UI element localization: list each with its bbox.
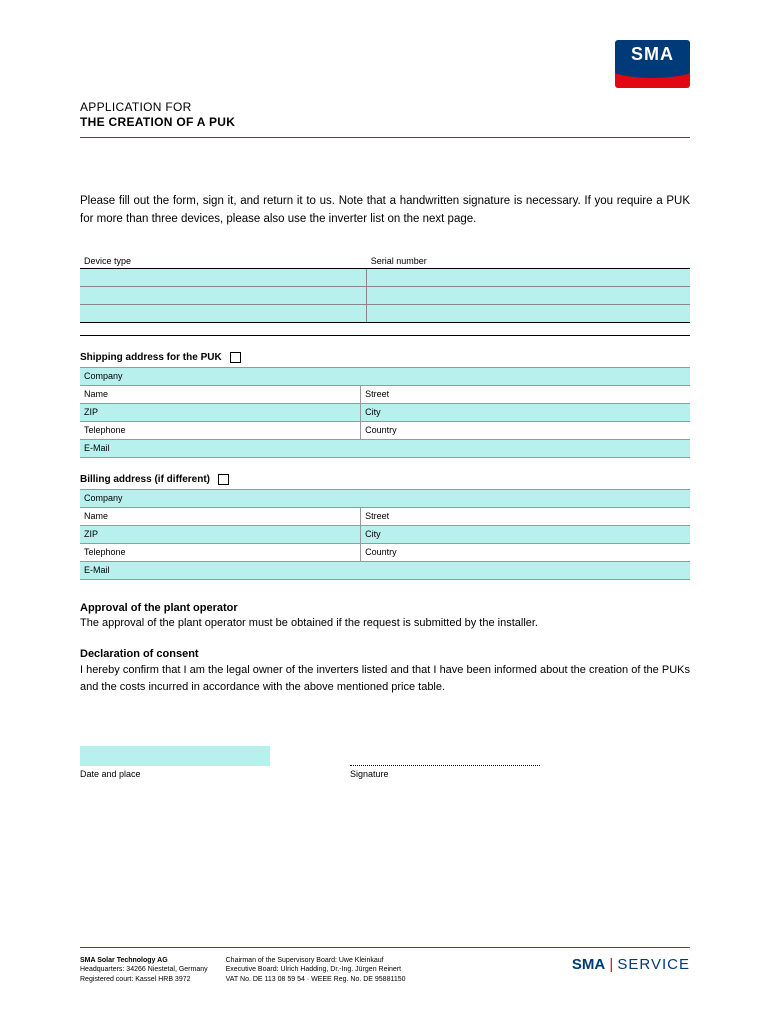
consent-text: I hereby confirm that I am the legal own…: [80, 662, 690, 696]
footer-company: SMA Solar Technology AG: [80, 956, 208, 965]
signature-label: Signature: [350, 769, 540, 779]
device-col-serial: Serial number: [367, 254, 690, 269]
shipping-email[interactable]: E-Mail: [80, 439, 690, 457]
footer-vat: VAT No. DE 113 08 59 54 · WEEE Reg. No. …: [226, 975, 406, 984]
date-place-field[interactable]: [80, 746, 270, 766]
shipping-heading: Shipping address for the PUK: [80, 352, 690, 363]
intro-text: Please fill out the form, sign it, and r…: [80, 193, 690, 229]
shipping-heading-text: Shipping address for the PUK: [80, 352, 222, 363]
brand-logo: SMA: [615, 40, 690, 88]
footer-reg: Registered court: Kassel HRB 3972: [80, 975, 208, 984]
logo-text: SMA: [615, 40, 690, 68]
billing-city[interactable]: City: [361, 525, 690, 543]
shipping-name[interactable]: Name: [80, 385, 361, 403]
footer-info: SMA Solar Technology AG Headquarters: 34…: [80, 956, 406, 984]
footer-exec: Executive Board: Ulrich Hadding, Dr.-Ing…: [226, 965, 406, 974]
device-serial-1[interactable]: [367, 268, 690, 286]
header-rule: [80, 137, 690, 138]
billing-zip[interactable]: ZIP: [80, 525, 361, 543]
consent-heading: Declaration of consent: [80, 648, 690, 660]
device-table: Device type Serial number: [80, 254, 690, 323]
billing-heading: Billing address (if different): [80, 474, 690, 485]
billing-table: Company NameStreet ZIPCity TelephoneCoun…: [80, 489, 690, 580]
footer-chairman: Chairman of the Supervisory Board: Uwe K…: [226, 956, 406, 965]
shipping-street[interactable]: Street: [361, 385, 690, 403]
shipping-zip[interactable]: ZIP: [80, 403, 361, 421]
billing-email[interactable]: E-Mail: [80, 561, 690, 579]
header-line2: THE CREATION OF A PUK: [80, 115, 690, 129]
device-type-1[interactable]: [80, 268, 367, 286]
footer-rule: [80, 947, 690, 948]
date-place-label: Date and place: [80, 769, 270, 779]
device-type-3[interactable]: [80, 304, 367, 322]
billing-heading-text: Billing address (if different): [80, 474, 210, 485]
page-footer: SMA Solar Technology AG Headquarters: 34…: [80, 947, 690, 984]
footer-logo: SMA | SERVICE: [572, 956, 690, 973]
billing-name[interactable]: Name: [80, 507, 361, 525]
footer-logo-brand: SMA: [572, 956, 605, 973]
shipping-company[interactable]: Company: [80, 367, 690, 385]
shipping-telephone[interactable]: Telephone: [80, 421, 361, 439]
header-line1: APPLICATION FOR: [80, 100, 690, 114]
billing-telephone[interactable]: Telephone: [80, 543, 361, 561]
shipping-table: Company NameStreet ZIPCity TelephoneCoun…: [80, 367, 690, 458]
device-col-type: Device type: [80, 254, 367, 269]
device-serial-3[interactable]: [367, 304, 690, 322]
device-type-2[interactable]: [80, 286, 367, 304]
footer-hq: Headquarters: 34266 Niestetal, Germany: [80, 965, 208, 974]
billing-checkbox[interactable]: [218, 474, 229, 485]
signature-row: Date and place Signature: [80, 746, 690, 779]
approval-text: The approval of the plant operator must …: [80, 616, 690, 632]
logo-swoosh: [615, 68, 690, 88]
signature-line[interactable]: [350, 765, 540, 766]
table-bottom-rule: [80, 335, 690, 336]
page-header: APPLICATION FOR THE CREATION OF A PUK: [80, 100, 690, 138]
billing-country[interactable]: Country: [361, 543, 690, 561]
billing-company[interactable]: Company: [80, 489, 690, 507]
billing-street[interactable]: Street: [361, 507, 690, 525]
shipping-checkbox[interactable]: [230, 352, 241, 363]
approval-heading: Approval of the plant operator: [80, 602, 690, 614]
shipping-country[interactable]: Country: [361, 421, 690, 439]
shipping-city[interactable]: City: [361, 403, 690, 421]
device-serial-2[interactable]: [367, 286, 690, 304]
footer-logo-service: SERVICE: [617, 956, 690, 973]
